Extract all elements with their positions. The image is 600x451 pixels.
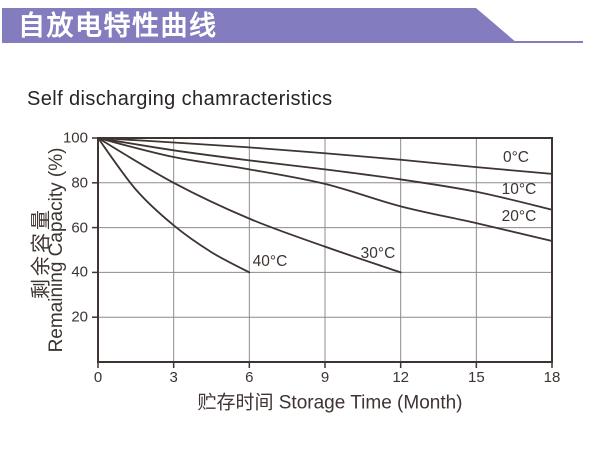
y-tick-label: 80 (71, 174, 88, 192)
chart-title: Self discharging chamracteristics (27, 88, 333, 110)
x-tick-label: 15 (467, 369, 485, 386)
y-tick-label: 40 (71, 263, 88, 281)
x-tick-label: 12 (392, 369, 409, 386)
y-axis-label-en: Remaining Capacity (%) (46, 147, 67, 353)
header-banner-tail-line (515, 40, 583, 44)
x-tick-label: 18 (543, 369, 561, 386)
y-tick-label: 60 (71, 219, 88, 237)
series-label-30c: 30°C (360, 245, 396, 262)
series-label-40c: 40°C (252, 253, 288, 270)
curve-10c (97, 137, 553, 211)
x-tick-label: 0 (93, 369, 103, 386)
series-label-0c: 0°C (502, 149, 530, 166)
x-tick-label: 3 (169, 369, 178, 386)
curve-20c (97, 137, 553, 242)
curve-0c (97, 137, 553, 175)
x-tick-label: 6 (245, 369, 254, 386)
curve-40c (97, 137, 251, 274)
y-tick-label: 100 (62, 129, 88, 147)
x-axis-label: 贮存时间 Storage Time (Month) (197, 392, 463, 414)
header-banner: 自放电特性曲线 (2, 8, 517, 43)
y-tick-label: 20 (71, 308, 88, 326)
series-label-10c: 10°C (501, 181, 537, 198)
curve-30c (97, 137, 402, 274)
header-title: 自放电特性曲线 (18, 11, 218, 41)
series-label-20c: 20°C (501, 208, 537, 225)
x-tick-label: 9 (320, 369, 330, 386)
